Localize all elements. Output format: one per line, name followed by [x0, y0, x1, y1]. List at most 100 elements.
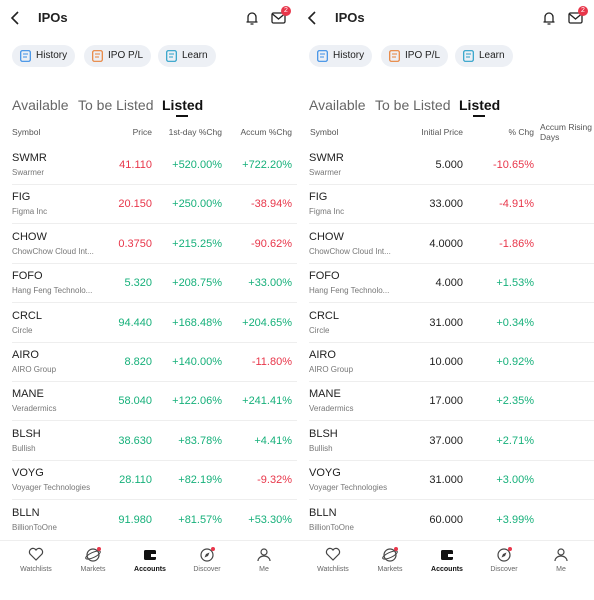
row-value: +168.48%	[172, 316, 222, 329]
row-symbol[interactable]: MANE	[12, 388, 44, 401]
row-symbol[interactable]: SWMR	[309, 152, 344, 164]
row-symbol[interactable]: FOFO	[309, 270, 340, 283]
column-header[interactable]: Price	[132, 127, 152, 137]
row-value: +250.00%	[172, 198, 222, 211]
nav-label[interactable]: Watchlists	[20, 566, 52, 573]
row-value: 31.000	[429, 316, 463, 329]
row-name: Bullish	[309, 443, 333, 453]
page-title: IPOs	[38, 10, 68, 25]
nav-label[interactable]: Markets	[80, 566, 106, 573]
row-symbol[interactable]: CRCL	[309, 309, 339, 322]
nav-label[interactable]: Accounts	[134, 566, 166, 573]
nav-label[interactable]: Accounts	[431, 566, 463, 573]
column-header[interactable]: Accum Rising Days	[540, 122, 592, 142]
filter-chip[interactable]: IPO P/L	[84, 45, 152, 67]
row-symbol[interactable]: BLLN	[309, 506, 337, 519]
row-name: Voyager Technologies	[12, 483, 91, 493]
segment-tab[interactable]: Available	[309, 97, 366, 113]
column-header[interactable]: Symbol	[12, 127, 41, 137]
column-header[interactable]: % Chg	[508, 127, 534, 137]
row-symbol[interactable]: FIG	[309, 191, 328, 204]
mail-icon[interactable]	[271, 11, 287, 30]
row-value: +722.20%	[242, 159, 292, 171]
nav-icon[interactable]	[256, 547, 272, 568]
row-name: Hang Feng Technolo...	[309, 286, 390, 296]
filter-chip[interactable]: Learn	[455, 45, 513, 67]
segment-tab[interactable]: To be Listed	[375, 97, 451, 113]
filter-chip[interactable]: IPO P/L	[381, 45, 449, 67]
nav-label[interactable]: Me	[259, 566, 269, 573]
column-header[interactable]: Initial Price	[421, 127, 463, 137]
row-symbol[interactable]: MANE	[309, 388, 341, 401]
column-header[interactable]: 1st-day %Chg	[168, 127, 222, 137]
mail-icon[interactable]	[568, 11, 584, 30]
nav-icon[interactable]	[553, 547, 569, 568]
row-symbol[interactable]: VOYG	[309, 467, 341, 480]
segment-tab[interactable]: Available	[12, 97, 69, 113]
row-symbol[interactable]: AIRO	[309, 349, 336, 361]
filter-chip[interactable]: History	[12, 45, 76, 67]
nav-icon[interactable]	[439, 547, 455, 568]
row-symbol[interactable]: CRCL	[12, 309, 42, 322]
row-value: 37.000	[429, 434, 463, 447]
row-value: 20.150	[118, 198, 152, 211]
nav-label[interactable]: Discover	[193, 566, 221, 573]
row-value: +140.00%	[172, 356, 222, 368]
row-symbol[interactable]: CHOW	[12, 230, 47, 243]
bell-icon[interactable]	[245, 10, 259, 31]
nav-label[interactable]: Watchlists	[317, 566, 349, 573]
row-value: +33.00%	[248, 277, 292, 290]
row-value: 4.0000	[429, 237, 463, 250]
notification-badge: 2	[578, 6, 588, 16]
row-name: Veradermics	[12, 404, 57, 414]
row-symbol[interactable]: SWMR	[12, 152, 47, 164]
nav-label[interactable]: Me	[556, 566, 566, 573]
row-separator	[309, 381, 594, 382]
nav-label[interactable]: Markets	[377, 566, 403, 573]
nav-icon[interactable]	[85, 547, 101, 568]
row-symbol[interactable]: AIRO	[12, 349, 39, 361]
row-symbol[interactable]: BLSH	[12, 427, 41, 440]
segment-tab[interactable]: Listed	[162, 97, 204, 113]
notification-badge: 2	[281, 6, 291, 16]
nav-icon[interactable]	[325, 547, 341, 568]
row-separator	[12, 420, 297, 422]
column-header[interactable]: Accum %Chg	[240, 127, 293, 137]
segment-tab[interactable]: To be Listed	[78, 97, 154, 113]
row-value: 33.000	[429, 198, 463, 211]
filter-chip[interactable]: Learn	[158, 45, 216, 67]
row-symbol[interactable]: BLSH	[309, 427, 338, 440]
row-value: +3.00%	[496, 474, 534, 487]
column-header[interactable]: Symbol	[310, 127, 339, 137]
row-value: +122.06%	[172, 395, 222, 408]
row-symbol[interactable]: BLLN	[12, 506, 40, 519]
row-value: -38.94%	[251, 198, 292, 211]
filter-chip[interactable]: History	[309, 45, 373, 67]
nav-icon[interactable]	[28, 547, 44, 568]
row-value: +0.34%	[496, 316, 534, 329]
row-symbol[interactable]: FOFO	[12, 270, 43, 283]
back-button[interactable]	[307, 11, 319, 30]
nav-icon[interactable]	[496, 547, 512, 568]
tab-underline	[176, 115, 188, 117]
nav-label[interactable]: Discover	[490, 566, 518, 573]
row-symbol[interactable]: CHOW	[309, 230, 344, 243]
nav-icon[interactable]	[199, 547, 215, 568]
tab-underline	[473, 115, 485, 117]
row-separator	[309, 302, 594, 304]
row-value: +1.53%	[496, 277, 534, 290]
back-button[interactable]	[10, 11, 22, 30]
nav-icon[interactable]	[142, 547, 158, 568]
bell-icon[interactable]	[542, 10, 556, 31]
row-name: ChowChow Cloud Int...	[309, 246, 391, 256]
row-symbol[interactable]: VOYG	[12, 467, 44, 480]
row-separator	[309, 184, 594, 185]
row-name: BillionToOne	[12, 522, 57, 532]
segment-tab[interactable]: Listed	[459, 97, 501, 113]
row-value: +215.25%	[172, 237, 222, 250]
row-name: Circle	[12, 325, 33, 335]
row-symbol[interactable]: FIG	[12, 191, 31, 204]
row-value: 17.000	[429, 395, 463, 408]
nav-icon[interactable]	[382, 547, 398, 568]
